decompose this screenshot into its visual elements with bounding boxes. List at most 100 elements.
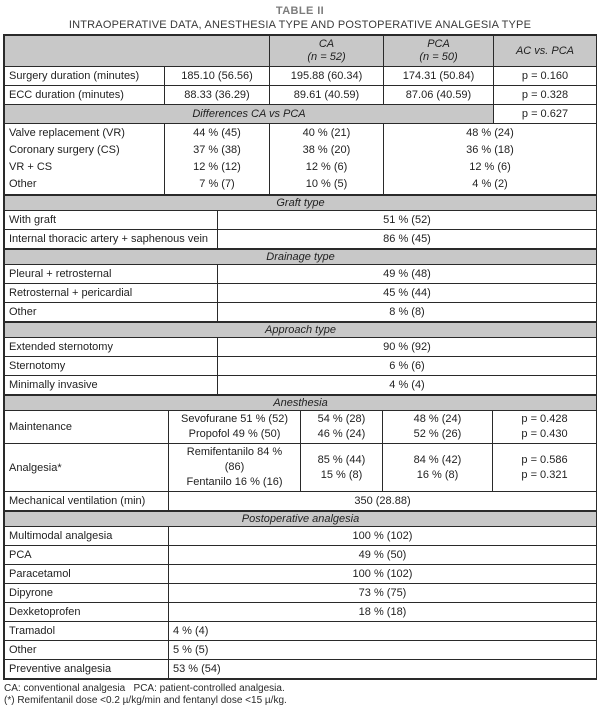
analgesia-row: Analgesia* Remifentanilo 84 % (86) Fenta…	[4, 443, 597, 492]
row-value: 73 % (75)	[167, 583, 598, 603]
row-value: 49 % (50)	[167, 545, 598, 565]
section-approach-type: Approach type Extended sternotomy 90 % (…	[4, 322, 597, 395]
data-table: CA (n = 52) PCA (n = 50) AC vs. PCA Surg…	[3, 34, 598, 680]
section-postoperative-analgesia: Postoperative analgesia Multimodal analg…	[3, 511, 598, 679]
row-label: Dexketoprofen	[4, 602, 169, 622]
row-label-group: Valve replacement (VR) Coronary surgery …	[4, 123, 165, 195]
header-ca-label: CA	[318, 38, 335, 50]
cell-line: p = 0.430	[521, 428, 568, 440]
header-row: CA (n = 52) PCA (n = 50) AC vs. PCA	[4, 35, 597, 67]
row-label: Internal thoracic artery + saphenous vei…	[4, 229, 218, 249]
row-value: 4 % (4)	[167, 621, 598, 641]
p-value: p = 0.160	[493, 66, 597, 86]
value-ca: 195.88 (60.34)	[269, 66, 384, 86]
value-pca-group: 48 % (24) 52 % (26)	[382, 410, 493, 444]
section-band-postoperative-analgesia: Postoperative analgesia	[3, 511, 598, 527]
row-value: 45 % (44)	[217, 283, 597, 303]
table-row: Other 8 % (8)	[4, 302, 597, 322]
section-band-approach-type: Approach type	[4, 322, 597, 338]
cell-line: 48 % (24)	[413, 413, 462, 425]
band-row: Postoperative analgesia	[3, 511, 598, 527]
row-value: 49 % (48)	[217, 264, 597, 284]
cell-line: 37 % (38)	[193, 144, 241, 156]
cell-line: Sevofurane 51 % (52)	[180, 413, 288, 425]
row-label: Analgesia*	[4, 443, 169, 492]
cell-line: Valve replacement (VR)	[9, 127, 125, 139]
row-label: Sternotomy	[4, 356, 218, 376]
band-row-differences: Differences CA vs PCA p = 0.627	[4, 104, 597, 124]
surgery-type-row: Valve replacement (VR) Coronary surgery …	[4, 123, 597, 195]
footnote-abbreviations: CA: conventional analgesia PCA: patient-…	[4, 683, 285, 694]
row-label: Preventive analgesia	[4, 659, 169, 679]
cell-line: VR + CS	[9, 161, 53, 173]
footnotes: CA: conventional analgesia PCA: patient-…	[3, 680, 597, 707]
section-band-anesthesia: Anesthesia	[4, 395, 597, 411]
section-band-drainage-type: Drainage type	[4, 249, 597, 265]
table-row: With graft 51 % (52)	[4, 210, 598, 230]
footnote-doses: (*) Remifentanil dose <0.2 µ/kg/min and …	[4, 695, 287, 706]
table-row: Mechanical ventilation (min) 350 (28.88)	[4, 491, 597, 511]
row-label: ECC duration (minutes)	[4, 85, 165, 105]
cell-line: 12 % (6)	[305, 161, 348, 173]
p-value-group: p = 0.586 p = 0.321	[492, 443, 597, 492]
table-row: Tramadol 4 % (4)	[4, 621, 598, 641]
cell-line: 48 % (24)	[466, 127, 514, 139]
band-row: Drainage type	[4, 249, 597, 265]
row-value: 18 % (18)	[167, 602, 598, 622]
value-all: 185.10 (56.56)	[164, 66, 270, 86]
row-label: Paracetamol	[4, 564, 169, 584]
section-drainage-type: Drainage type Pleural + retrosternal 49 …	[4, 249, 597, 322]
cell-line: p = 0.321	[521, 468, 568, 481]
section-intraoperative: CA (n = 52) PCA (n = 50) AC vs. PCA Surg…	[4, 35, 597, 195]
cell-line: Propofol 49 % (50)	[188, 428, 281, 440]
cell-line: 52 % (26)	[413, 428, 462, 440]
value-pca: 87.06 (40.59)	[383, 85, 494, 105]
table-row: Sternotomy 6 % (6)	[4, 356, 597, 376]
row-label: Retrosternal + pericardial	[4, 283, 218, 303]
row-value: 100 % (102)	[167, 564, 598, 584]
cell-line: 16 % (8)	[416, 468, 459, 481]
table-row: Dexketoprofen 18 % (18)	[4, 602, 598, 622]
table-row: Dipyrone 73 % (75)	[4, 583, 598, 603]
value-all-group: 44 % (45) 37 % (38) 12 % (12) 7 % (7)	[164, 123, 270, 195]
value-all: 88.33 (36.29)	[164, 85, 270, 105]
row-value: 86 % (45)	[216, 229, 598, 249]
header-pca-n: (n = 50)	[419, 51, 458, 63]
row-value: 6 % (6)	[217, 356, 597, 376]
value-ca-group: 85 % (44) 15 % (8)	[300, 443, 383, 492]
header-pca-column: PCA (n = 50)	[383, 35, 494, 67]
cell-line: 54 % (28)	[317, 413, 366, 425]
table-row: PCA 49 % (50)	[4, 545, 598, 565]
cell-line: 40 % (21)	[302, 127, 351, 139]
table-row: Minimally invasive 4 % (4)	[4, 375, 597, 395]
row-value: 8 % (8)	[217, 302, 597, 322]
row-label: Mechanical ventilation (min)	[4, 491, 169, 511]
row-value: 90 % (92)	[217, 337, 597, 357]
table-row: ECC duration (minutes) 88.33 (36.29) 89.…	[4, 85, 597, 105]
row-label: With graft	[4, 210, 218, 230]
cell-line: 46 % (24)	[317, 428, 366, 440]
header-empty-cell	[4, 35, 270, 67]
value-ca-group: 54 % (28) 46 % (24)	[300, 410, 383, 444]
cell-line: 84 % (42)	[413, 453, 462, 466]
cell-line: (86)	[224, 461, 245, 473]
p-value-group: p = 0.428 p = 0.430	[492, 410, 597, 444]
band-row: Anesthesia	[4, 395, 597, 411]
row-value: 350 (28.88)	[168, 491, 597, 511]
header-ca-column: CA (n = 52)	[269, 35, 384, 67]
row-label: PCA	[4, 545, 169, 565]
p-value: p = 0.328	[493, 85, 597, 105]
cell-line: p = 0.586	[521, 453, 568, 466]
cell-line: 12 % (6)	[469, 161, 511, 173]
cell-line: 7 % (7)	[199, 178, 235, 190]
table-number: TABLE II	[275, 5, 325, 17]
band-row: Graft type	[3, 195, 598, 211]
value-pca-group: 84 % (42) 16 % (8)	[382, 443, 493, 492]
value-ca-group: 40 % (21) 38 % (20) 12 % (6) 10 % (5)	[269, 123, 384, 195]
table-row: Multimodal analgesia 100 % (102)	[4, 526, 598, 546]
cell-line: 44 % (45)	[193, 127, 241, 139]
cell-line: 36 % (18)	[466, 144, 514, 156]
maintenance-row: Maintenance Sevofurane 51 % (52) Propofo…	[4, 410, 597, 444]
row-value: 100 % (102)	[167, 526, 598, 546]
